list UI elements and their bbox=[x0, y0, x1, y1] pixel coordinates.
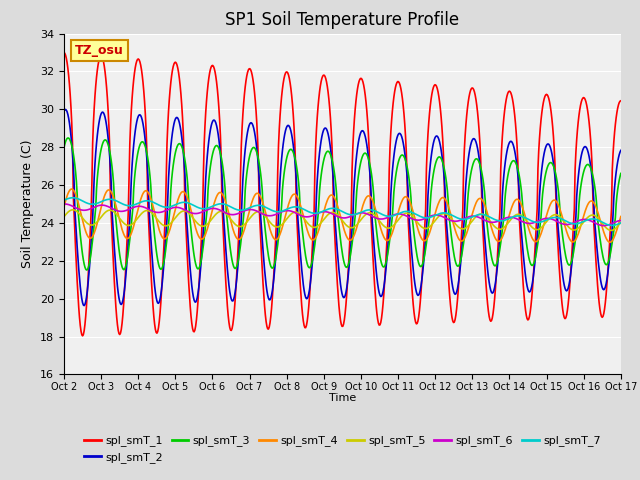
Line: spl_smT_1: spl_smT_1 bbox=[64, 52, 621, 336]
spl_smT_4 bbox=[411, 215, 419, 221]
spl_smT_1 bbox=[617, 98, 625, 104]
spl_smT_7 bbox=[71, 195, 79, 201]
spl_smT_6 bbox=[600, 223, 607, 228]
spl_smT_3 bbox=[83, 267, 90, 273]
spl_smT_1 bbox=[428, 96, 435, 102]
spl_smT_5 bbox=[607, 228, 615, 233]
spl_smT_7 bbox=[609, 223, 616, 228]
spl_smT_2 bbox=[61, 107, 69, 112]
spl_smT_2 bbox=[71, 206, 79, 212]
spl_smT_2 bbox=[80, 303, 88, 309]
spl_smT_6 bbox=[428, 213, 435, 219]
spl_smT_3 bbox=[129, 204, 137, 210]
Text: TZ_osu: TZ_osu bbox=[75, 44, 124, 57]
spl_smT_5 bbox=[68, 207, 76, 213]
spl_smT_4 bbox=[71, 190, 79, 195]
spl_smT_6 bbox=[214, 206, 222, 212]
spl_smT_5 bbox=[411, 216, 419, 222]
spl_smT_3 bbox=[617, 170, 625, 176]
spl_smT_1 bbox=[411, 315, 419, 321]
spl_smT_3 bbox=[60, 144, 68, 150]
spl_smT_2 bbox=[215, 137, 223, 143]
spl_smT_6 bbox=[411, 217, 419, 223]
Y-axis label: Soil Temperature (C): Soil Temperature (C) bbox=[22, 140, 35, 268]
spl_smT_3 bbox=[412, 244, 419, 250]
Line: spl_smT_2: spl_smT_2 bbox=[64, 109, 621, 306]
Line: spl_smT_4: spl_smT_4 bbox=[64, 189, 621, 242]
spl_smT_4 bbox=[68, 186, 76, 192]
spl_smT_1 bbox=[79, 333, 86, 339]
spl_smT_1 bbox=[128, 95, 136, 100]
spl_smT_6 bbox=[617, 217, 625, 223]
Line: spl_smT_5: spl_smT_5 bbox=[64, 210, 621, 230]
spl_smT_5 bbox=[60, 214, 68, 219]
spl_smT_1 bbox=[60, 49, 68, 55]
spl_smT_7 bbox=[128, 203, 136, 208]
spl_smT_6 bbox=[71, 204, 79, 210]
spl_smT_3 bbox=[428, 182, 436, 188]
spl_smT_2 bbox=[60, 108, 68, 114]
spl_smT_4 bbox=[428, 225, 435, 231]
spl_smT_1 bbox=[185, 280, 193, 286]
spl_smT_7 bbox=[617, 220, 625, 226]
X-axis label: Time: Time bbox=[329, 394, 356, 403]
spl_smT_1 bbox=[214, 95, 222, 100]
spl_smT_2 bbox=[186, 257, 193, 263]
spl_smT_4 bbox=[185, 199, 193, 204]
spl_smT_5 bbox=[428, 223, 435, 228]
spl_smT_5 bbox=[617, 219, 625, 225]
spl_smT_3 bbox=[215, 145, 223, 151]
spl_smT_5 bbox=[128, 221, 136, 227]
Line: spl_smT_3: spl_smT_3 bbox=[64, 138, 621, 270]
spl_smT_1 bbox=[70, 211, 78, 216]
spl_smT_2 bbox=[428, 149, 436, 155]
Title: SP1 Soil Temperature Profile: SP1 Soil Temperature Profile bbox=[225, 11, 460, 29]
spl_smT_6 bbox=[128, 205, 136, 211]
spl_smT_6 bbox=[185, 209, 193, 215]
spl_smT_7 bbox=[428, 214, 435, 220]
spl_smT_4 bbox=[214, 191, 222, 197]
spl_smT_3 bbox=[71, 162, 79, 168]
spl_smT_4 bbox=[60, 204, 68, 210]
Line: spl_smT_7: spl_smT_7 bbox=[64, 198, 621, 226]
Line: spl_smT_6: spl_smT_6 bbox=[64, 204, 621, 226]
spl_smT_2 bbox=[617, 147, 625, 153]
spl_smT_5 bbox=[185, 210, 193, 216]
spl_smT_5 bbox=[214, 209, 222, 215]
spl_smT_4 bbox=[128, 228, 136, 234]
spl_smT_2 bbox=[412, 285, 419, 291]
spl_smT_7 bbox=[185, 200, 193, 206]
spl_smT_3 bbox=[64, 135, 72, 141]
spl_smT_3 bbox=[186, 211, 193, 216]
spl_smT_5 bbox=[71, 207, 79, 213]
spl_smT_7 bbox=[214, 201, 222, 207]
spl_smT_6 bbox=[61, 201, 68, 207]
Legend: spl_smT_1, spl_smT_2, spl_smT_3, spl_smT_4, spl_smT_5, spl_smT_6, spl_smT_7: spl_smT_1, spl_smT_2, spl_smT_3, spl_smT… bbox=[80, 431, 605, 468]
spl_smT_4 bbox=[606, 240, 614, 245]
spl_smT_6 bbox=[60, 201, 68, 207]
spl_smT_7 bbox=[68, 195, 76, 201]
spl_smT_7 bbox=[411, 211, 419, 216]
spl_smT_2 bbox=[129, 151, 137, 156]
spl_smT_4 bbox=[617, 214, 625, 219]
spl_smT_7 bbox=[60, 197, 68, 203]
